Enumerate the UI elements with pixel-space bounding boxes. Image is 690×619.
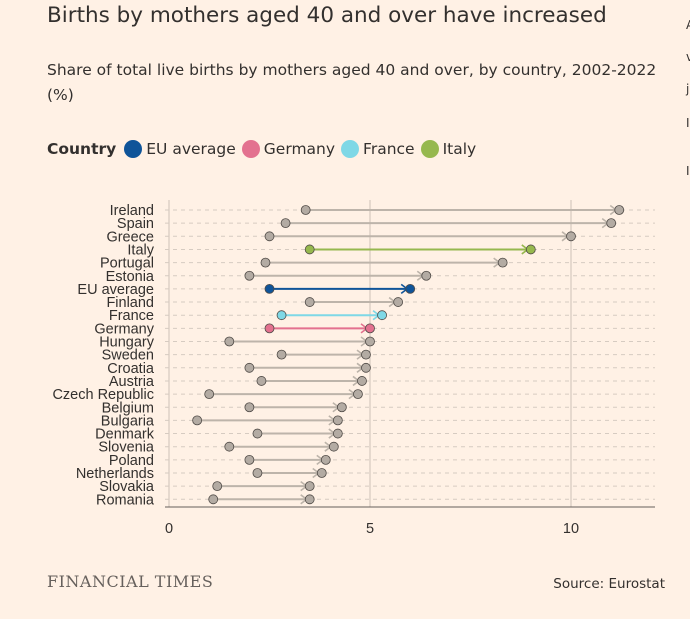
legend-item-eu-average[interactable]: EU average xyxy=(124,140,236,158)
legend-title: Country xyxy=(47,140,117,158)
cropped-text-fragment: j xyxy=(686,82,690,96)
start-point xyxy=(204,389,215,400)
category-label: Netherlands xyxy=(76,466,154,482)
end-point xyxy=(332,428,343,439)
category-label: Czech Republic xyxy=(52,387,154,403)
category-label: Slovenia xyxy=(98,440,155,456)
x-tick-label: 5 xyxy=(366,521,374,537)
end-point xyxy=(421,270,432,281)
legend-item-germany[interactable]: Germany xyxy=(241,140,336,158)
cropped-text-fragment: I xyxy=(686,116,690,130)
category-label: Hungary xyxy=(99,335,155,351)
start-point xyxy=(212,481,223,492)
chart-title: Births by mothers aged 40 and over have … xyxy=(47,3,607,28)
start-point xyxy=(252,428,263,439)
legend-label-germany: Germany xyxy=(263,140,336,158)
start-point xyxy=(300,205,311,215)
end-point xyxy=(365,323,375,334)
start-point xyxy=(224,336,235,347)
legend: Country EU average Germany France Italy xyxy=(47,140,482,158)
legend-item-italy[interactable]: Italy xyxy=(420,140,477,158)
category-label: Estonia xyxy=(106,269,155,285)
end-point xyxy=(614,205,625,215)
start-point xyxy=(244,362,255,373)
cropped-text-fragment: A xyxy=(686,18,690,32)
start-point xyxy=(264,231,275,242)
end-point xyxy=(304,494,315,505)
end-point xyxy=(336,402,347,413)
end-point xyxy=(525,244,536,255)
legend-swatch-germany xyxy=(241,140,260,158)
end-point xyxy=(393,297,404,307)
start-point xyxy=(244,402,255,413)
category-label: Bulgaria xyxy=(101,413,155,429)
end-point xyxy=(377,310,387,321)
x-tick-label: 0 xyxy=(165,521,173,537)
end-point xyxy=(606,218,617,229)
start-point xyxy=(260,257,271,268)
start-point xyxy=(276,349,287,360)
category-label: Romania xyxy=(96,492,155,508)
legend-swatch-france xyxy=(341,140,360,158)
end-point xyxy=(361,349,371,360)
category-label: Slovakia xyxy=(99,479,155,495)
start-point xyxy=(244,270,255,281)
category-label: France xyxy=(109,308,154,324)
category-label: Ireland xyxy=(110,203,154,219)
end-point xyxy=(304,481,315,492)
start-point xyxy=(304,297,315,307)
legend-swatch-eu-average xyxy=(124,140,143,158)
end-point xyxy=(365,336,375,347)
legend-label-eu-average: EU average xyxy=(146,140,236,158)
start-point xyxy=(192,415,203,426)
end-point xyxy=(405,283,416,294)
ft-logo: FINANCIAL TIMES xyxy=(47,572,214,591)
start-point xyxy=(256,376,267,386)
category-label: Denmark xyxy=(95,427,155,443)
legend-item-france[interactable]: France xyxy=(341,140,415,158)
start-point xyxy=(224,441,235,452)
start-point xyxy=(280,218,291,229)
start-point xyxy=(304,244,315,255)
category-label: Croatia xyxy=(107,361,155,377)
category-label: Austria xyxy=(109,374,155,390)
legend-swatch-italy xyxy=(420,140,439,158)
legend-label-italy: Italy xyxy=(442,140,477,158)
end-point xyxy=(316,468,327,478)
end-point xyxy=(328,441,339,452)
end-point xyxy=(497,257,508,268)
start-point xyxy=(264,323,275,334)
category-label: Sweden xyxy=(102,348,154,364)
start-point xyxy=(276,310,287,321)
end-point xyxy=(332,415,343,426)
start-point xyxy=(252,468,263,478)
category-label: Spain xyxy=(117,216,154,232)
start-point xyxy=(208,494,219,505)
category-label: Poland xyxy=(109,453,154,469)
legend-label-france: France xyxy=(363,140,415,158)
category-label: Portugal xyxy=(100,256,154,272)
end-point xyxy=(361,362,371,373)
x-tick-label: 10 xyxy=(563,521,579,537)
category-label: Finland xyxy=(106,295,154,311)
category-label: Italy xyxy=(127,242,154,258)
dumbbell-chart: 0 5 10 IrelandSpainGreeceItalyPortugalEston… xyxy=(52,200,655,537)
chart-subtitle: Share of total live births by mothers ag… xyxy=(47,61,657,104)
category-label: Belgium xyxy=(102,400,154,416)
cropped-text-fragment: I xyxy=(686,164,690,178)
start-point xyxy=(244,454,255,465)
start-point xyxy=(264,283,275,294)
end-point xyxy=(353,389,363,400)
category-label: Greece xyxy=(106,229,154,245)
end-point xyxy=(357,376,367,386)
source-note: Source: Eurostat xyxy=(553,576,665,592)
end-point xyxy=(566,231,576,242)
category-label: Germany xyxy=(94,321,154,337)
end-point xyxy=(320,454,331,465)
category-label: EU average xyxy=(77,282,154,298)
cropped-text-fragment: v xyxy=(686,50,690,64)
